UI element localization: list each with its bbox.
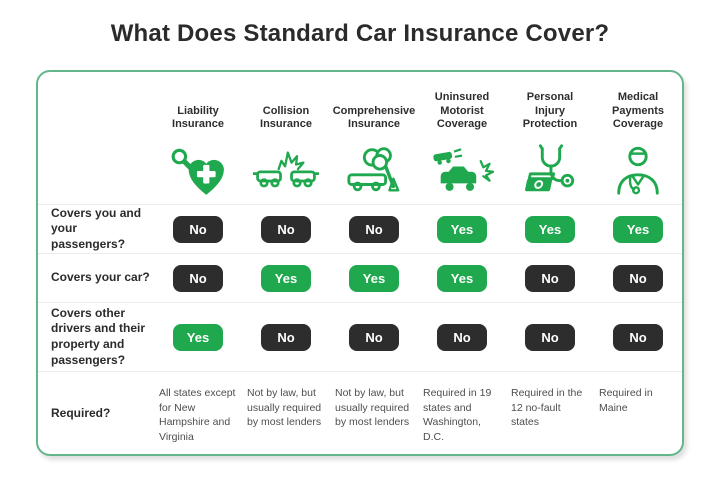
column-liability: Liability Insurance — [154, 72, 242, 204]
column-label: Comprehensive Insurance — [332, 104, 416, 131]
header-spacer — [38, 72, 154, 204]
answer-badge: Yes — [613, 215, 663, 243]
answer-badge: No — [349, 215, 399, 243]
required-value: All states except for New Hampshire and … — [159, 387, 236, 444]
answer-badge: No — [173, 215, 223, 243]
hit-and-run-icon — [430, 141, 494, 199]
column-medical-payments: Medical Payments Coverage — [594, 72, 682, 204]
required-value: Required in Maine — [599, 387, 653, 414]
row-question: Covers other drivers and their property … — [51, 305, 146, 367]
column-uninsured-motorist: Uninsured Motorist Coverage — [418, 72, 506, 204]
doctor-icon — [611, 141, 665, 199]
required-value: Required in the 12 no-fault states — [511, 387, 583, 429]
column-label: Liability Insurance — [172, 104, 224, 131]
insurance-comparison-card: Liability Insurance Collision Insurance — [36, 70, 684, 456]
table-row-covers-car: Covers your car? No Yes Yes Yes No No — [38, 253, 682, 302]
header-row: Liability Insurance Collision Insurance — [38, 72, 682, 204]
answer-badge: Yes — [261, 264, 311, 292]
row-question: Covers your car? — [51, 270, 150, 285]
answer-badge: No — [349, 323, 399, 351]
required-value: Not by law, but usually required by most… — [247, 387, 322, 429]
column-comprehensive: Comprehensive Insurance — [330, 72, 418, 204]
answer-badge: Yes — [349, 264, 399, 292]
answer-badge: No — [261, 323, 311, 351]
wrench-heart-icon — [169, 141, 227, 199]
answer-badge: Yes — [173, 323, 223, 351]
answer-badge: No — [613, 264, 663, 292]
answer-badge: Yes — [437, 264, 487, 292]
answer-badge: No — [613, 323, 663, 351]
column-collision: Collision Insurance — [242, 72, 330, 204]
column-label: Medical Payments Coverage — [612, 90, 664, 131]
column-label: Uninsured Motorist Coverage — [434, 90, 490, 131]
required-value: Not by law, but usually required by most… — [335, 387, 410, 429]
column-label: Personal Injury Protection — [522, 90, 578, 131]
stethoscope-money-icon — [521, 141, 579, 199]
answer-badge: Yes — [525, 215, 575, 243]
table-row-covers-you: Covers you and your passengers? No No No… — [38, 204, 682, 253]
page-title: What Does Standard Car Insurance Cover? — [110, 20, 610, 47]
row-question: Covers you and your passengers? — [51, 205, 142, 251]
column-personal-injury: Personal Injury Protection — [506, 72, 594, 204]
answer-badge: Yes — [437, 215, 487, 243]
answer-badge: No — [525, 264, 575, 292]
required-value: Required in 19 states and Washington, D.… — [423, 387, 492, 444]
table-row-required: Required? All states except for New Hamp… — [38, 371, 682, 454]
row-question: Required? — [51, 406, 111, 420]
tree-falling-on-car-icon — [345, 141, 403, 199]
answer-badge: No — [173, 264, 223, 292]
answer-badge: No — [437, 323, 487, 351]
table-row-covers-others: Covers other drivers and their property … — [38, 302, 682, 371]
column-label: Collision Insurance — [260, 104, 312, 131]
answer-badge: No — [525, 323, 575, 351]
car-collision-icon — [253, 141, 319, 199]
answer-badge: No — [261, 215, 311, 243]
